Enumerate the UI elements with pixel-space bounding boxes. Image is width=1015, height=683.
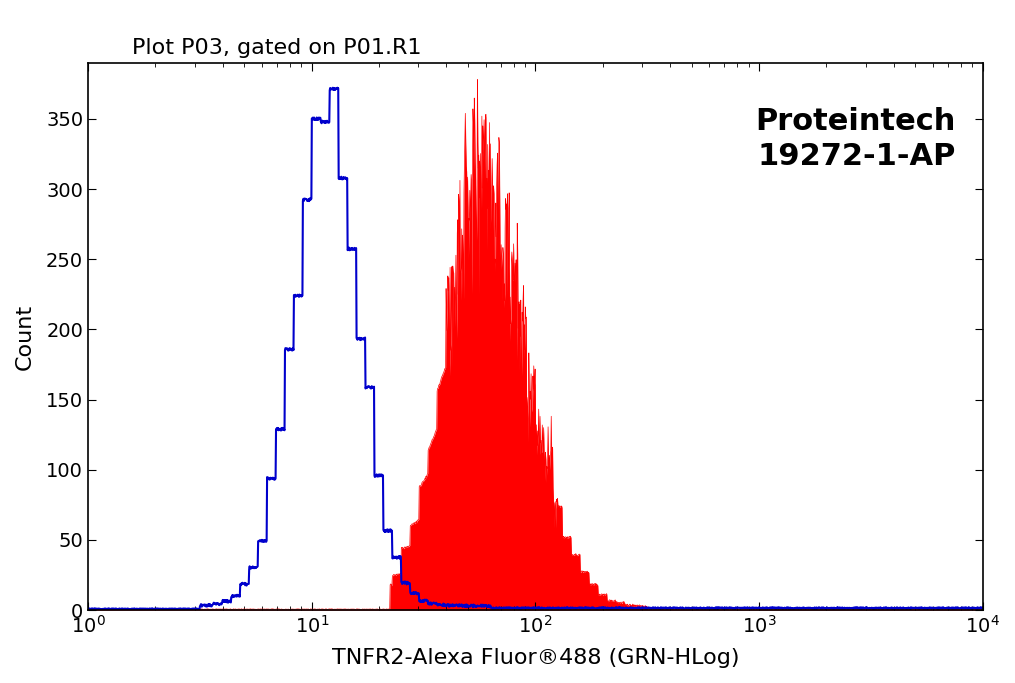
Y-axis label: Count: Count xyxy=(15,303,35,370)
Text: Plot P03, gated on P01.R1: Plot P03, gated on P01.R1 xyxy=(132,38,421,57)
Text: Proteintech
19272-1-AP: Proteintech 19272-1-AP xyxy=(755,107,956,171)
X-axis label: TNFR2-Alexa Fluor®488 (GRN-HLog): TNFR2-Alexa Fluor®488 (GRN-HLog) xyxy=(332,648,739,668)
